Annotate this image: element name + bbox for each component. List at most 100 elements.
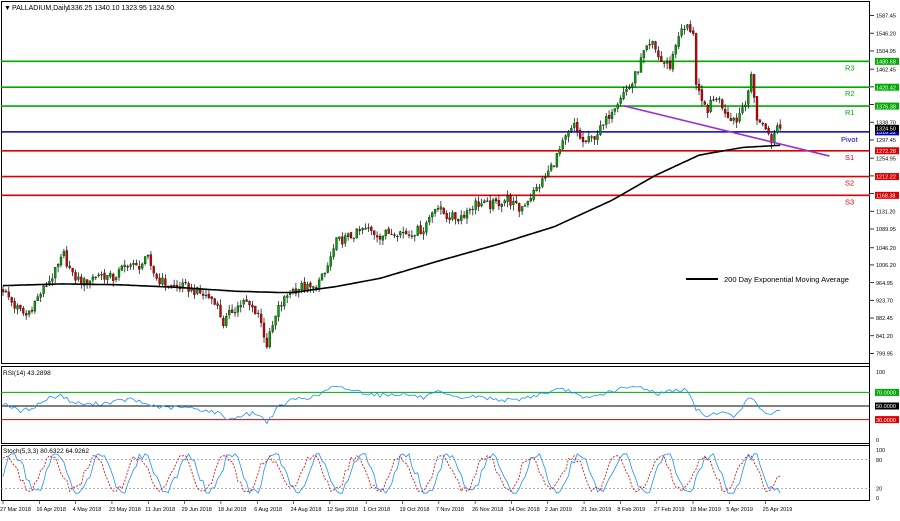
- candle-body: [596, 134, 599, 140]
- candle-body: [143, 256, 147, 265]
- level-tag-s3: 1168.38: [876, 194, 895, 200]
- candle-body: [387, 228, 390, 234]
- header-symbol: PALLADIUM,Daily: [12, 5, 69, 12]
- candle-body: [445, 213, 448, 219]
- candle-body: [651, 41, 654, 45]
- candle-body: [364, 227, 367, 230]
- candle-body: [222, 317, 225, 327]
- date-label: 27 Feb 2019: [654, 507, 685, 513]
- stoch-levels: [1, 459, 870, 489]
- candle-body: [683, 28, 686, 31]
- candle-body: [471, 208, 474, 211]
- trendline-layer: [623, 105, 830, 157]
- candle-body: [317, 279, 321, 289]
- candle-body: [91, 276, 95, 281]
- candles: [1, 20, 782, 350]
- stoch-level-label-80: 80: [876, 458, 882, 464]
- candle-body: [483, 200, 486, 204]
- candle-body: [576, 122, 579, 132]
- candle-body: [213, 298, 216, 305]
- candle-body: [332, 248, 335, 257]
- candle-body: [581, 137, 585, 143]
- price-tick-label: 1006.20: [876, 263, 896, 269]
- candle-body: [230, 309, 234, 313]
- price-tick-label: 1046.20: [876, 246, 896, 252]
- panel-frames: [1, 1, 870, 501]
- level-name-s2: S2: [845, 179, 854, 188]
- candle-body: [645, 45, 648, 50]
- candle-body: [541, 178, 544, 187]
- candle-body: [428, 217, 431, 223]
- price-tick-label: 1089.95: [876, 227, 896, 233]
- candle-body: [30, 309, 34, 312]
- candle-body: [564, 135, 567, 140]
- candle-body: [497, 200, 501, 206]
- candle-body: [468, 209, 472, 211]
- candle-body: [158, 277, 161, 285]
- candle-body: [22, 308, 25, 314]
- candle-body: [201, 293, 205, 296]
- date-label: 8 Feb 2019: [617, 507, 645, 513]
- candle-body: [358, 229, 361, 232]
- candle-body: [619, 98, 622, 104]
- date-label: 4 May 2018: [73, 507, 102, 513]
- date-label: 24 Aug 2018: [291, 507, 322, 513]
- candle-body: [97, 274, 100, 277]
- candle-body: [135, 263, 138, 266]
- header-triangle[interactable]: ▼: [4, 5, 11, 12]
- candle-body: [599, 125, 602, 135]
- rsi-line-layer: [2, 385, 781, 425]
- candle-body: [439, 206, 443, 210]
- ema-200-line: [2, 144, 781, 294]
- candle-body: [126, 265, 129, 268]
- candle-body: [407, 234, 411, 236]
- candle-body: [558, 148, 561, 155]
- level-tags: 1480.68 1420.42 1376.38 1316.32 1272.28 1212.…: [875, 57, 899, 200]
- candle-body: [71, 267, 74, 273]
- candle-body: [378, 235, 382, 240]
- candle-body: [323, 273, 327, 275]
- candle-body: [665, 62, 669, 64]
- date-label: 12 Sep 2018: [327, 507, 358, 513]
- candle-body: [506, 195, 509, 202]
- candle-body: [367, 227, 370, 229]
- candle-body: [349, 232, 353, 239]
- date-label: 2 Jan 2019: [545, 507, 572, 513]
- candle-body: [77, 276, 80, 280]
- candle-body: [172, 284, 176, 287]
- candle-body: [361, 228, 364, 231]
- candle-body: [274, 315, 277, 326]
- candle-body: [735, 117, 738, 123]
- candle-body: [732, 117, 735, 121]
- level-tag-bg-s1: [875, 147, 899, 155]
- candle-body: [436, 208, 440, 210]
- ema-legend: 200 Day Exponential Moving Average: [686, 275, 849, 284]
- rsi-level-tag-bg-50: [875, 402, 899, 410]
- candle-body: [486, 200, 489, 202]
- candle-body: [431, 212, 434, 218]
- candle-body: [758, 119, 762, 123]
- date-label: 29 Jun 2018: [182, 507, 212, 513]
- rsi-title: RSI(14) 43.2898: [3, 370, 51, 377]
- candle-body: [288, 293, 292, 295]
- candle-body: [477, 201, 480, 207]
- stoch-panel-frame: [1, 445, 870, 501]
- candle-body: [65, 250, 68, 267]
- date-label: 1 Oct 2018: [363, 507, 390, 513]
- level-tag-s1: 1272.28: [876, 149, 896, 155]
- date-label: 19 Oct 2018: [399, 507, 429, 513]
- candle-body: [500, 204, 503, 207]
- candle-body: [755, 96, 759, 121]
- candle-body: [286, 295, 289, 298]
- candle-body: [402, 232, 405, 234]
- candle-body: [561, 140, 564, 150]
- candle-body: [56, 264, 60, 267]
- candle-body: [700, 89, 704, 101]
- candle-body: [294, 288, 298, 294]
- candle-body: [25, 313, 28, 316]
- candle-body: [39, 294, 42, 298]
- candle-body: [138, 266, 141, 270]
- candle-body: [460, 215, 463, 221]
- candle-body: [265, 337, 269, 348]
